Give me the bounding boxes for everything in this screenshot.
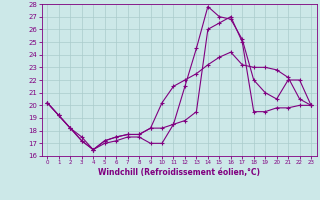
X-axis label: Windchill (Refroidissement éolien,°C): Windchill (Refroidissement éolien,°C)	[98, 168, 260, 177]
